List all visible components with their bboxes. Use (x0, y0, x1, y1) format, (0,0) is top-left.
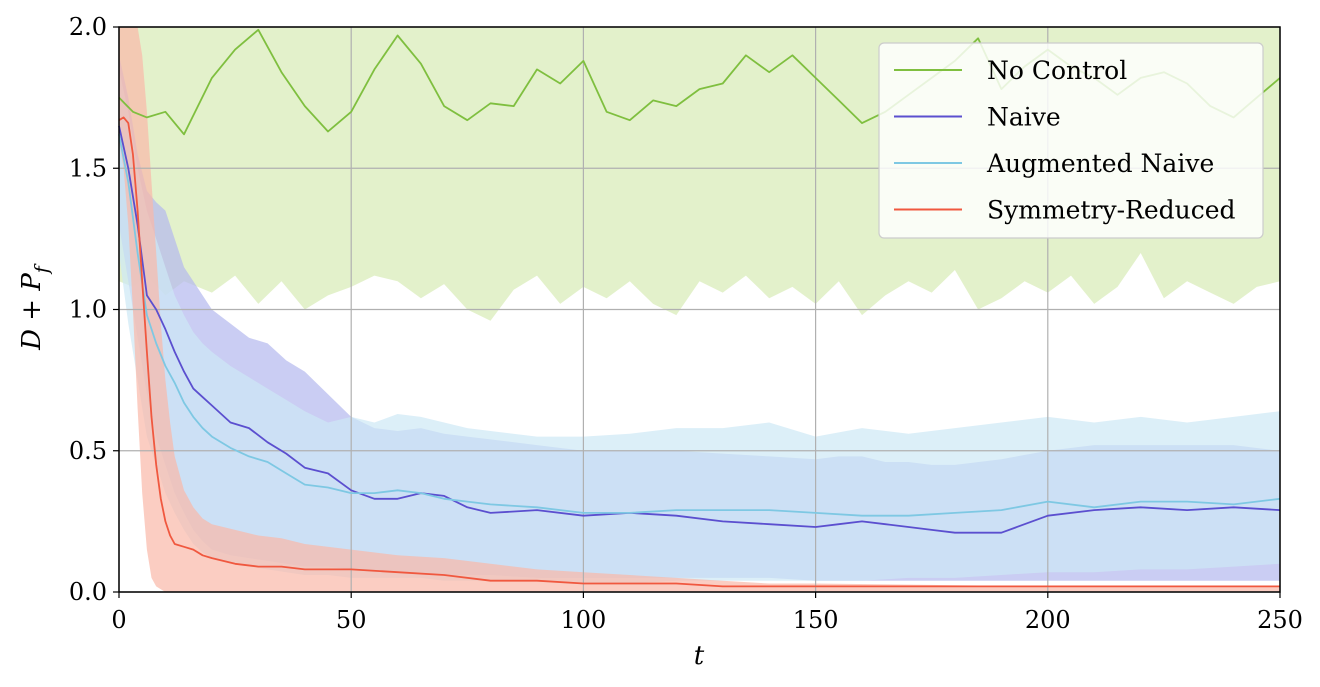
legend-label-0: No Control (987, 56, 1127, 85)
x-tick-label-4: 200 (1025, 606, 1071, 634)
x-axis-ticks: 0 50 100 150 200 250 (111, 592, 1303, 634)
y-axis-label: D + Pf (17, 263, 53, 351)
legend-label-2: Augmented Naive (986, 149, 1214, 178)
y-tick-label-4: 2.0 (69, 13, 107, 41)
series-line-3 (118, 116, 1280, 588)
x-tick-label-1: 50 (336, 606, 367, 634)
y-axis-ticks: 0.0 0.5 1.0 1.5 2.0 (69, 13, 119, 606)
y-axis-label-subscript: f (31, 263, 53, 275)
series-line-1 (118, 125, 1281, 534)
legend-box (878, 42, 1264, 239)
band-series-3 (119, 27, 1280, 592)
y-tick-label-3: 1.5 (69, 154, 107, 182)
band-series-2 (119, 69, 1280, 584)
x-axis-label: t (694, 641, 705, 671)
legend: No Control Naive Augmented Naive Symmetry-R… (878, 42, 1264, 239)
series-line-2 (118, 134, 1281, 517)
y-tick-label-1: 0.5 (69, 437, 107, 465)
x-tick-label-5: 250 (1257, 606, 1303, 634)
y-tick-label-2: 1.0 (69, 296, 107, 324)
x-tick-label-0: 0 (111, 606, 126, 634)
y-axis-label-main: D + P (17, 273, 47, 351)
x-tick-label-3: 150 (793, 606, 839, 634)
legend-label-3: Symmetry-Reduced (987, 196, 1236, 225)
y-tick-label-0: 0.0 (69, 578, 107, 606)
x-tick-label-2: 100 (560, 606, 606, 634)
legend-label-1: Naive (987, 103, 1061, 132)
